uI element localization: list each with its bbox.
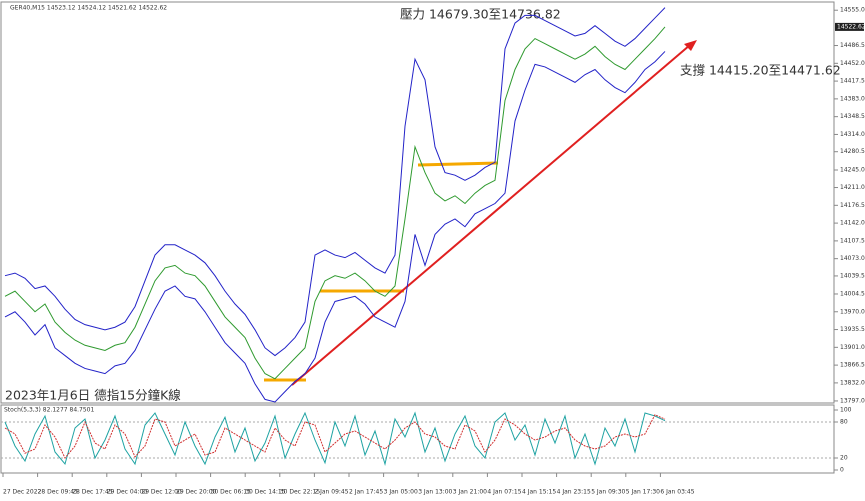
y-tick-label: 13901.00 [840,344,865,351]
x-tick-label: 4 Jan 23:15 [557,489,591,496]
x-tick-label: 29 Dec 12:00 [141,489,182,496]
y-tick-label: 20 [840,455,848,462]
chart-header: GER40,M15 14523.12 14524.12 14521.62 145… [10,5,167,12]
y-tick-label: 14555.00 [840,7,865,14]
main-panel [0,1,835,404]
y-tick-label: 14348.50 [840,113,865,120]
y-tick-label: 14452.00 [840,60,865,67]
y-tick-label: 14004.50 [840,290,865,297]
y-tick-label: 14073.00 [840,255,865,262]
stoch-panel [0,404,835,474]
y-tick-label: 80 [840,419,848,426]
x-tick-label: 3 Jan 13:00 [418,489,452,496]
level-line [417,161,499,167]
y-tick-label: 13970.00 [840,308,865,315]
x-tick-label: 6 Jan 03:45 [660,489,694,496]
x-tick-label: 3 Jan 05:00 [384,489,418,496]
y-tick-label: 0 [840,467,844,474]
x-tick-label: 30 Dec 22:15 [280,489,321,496]
series-line [4,26,666,380]
y-tick-label: 14107.50 [840,237,865,244]
x-tick-label: 2 Jan 09:45 [314,489,348,496]
x-tick-label: 28 Dec 09:45 [38,489,79,496]
y-tick-label: 100 [840,407,852,414]
x-tick-label: 27 Dec 2022 [3,489,42,496]
x-tick-label: 29 Dec 04:00 [107,489,148,496]
last-price: 14522.62 [837,23,865,30]
x-tick-label: 4 Jan 07:15 [487,489,521,496]
y-tick-label: 13866.50 [840,362,865,369]
x-tick-label: 29 Dec 20:00 [176,489,217,496]
y-tick-label: 14383.00 [840,95,865,102]
y-tick-label: 14039.50 [840,272,865,279]
y-tick-label: 14314.00 [840,131,865,138]
x-tick-label: 30 Dec 14:15 [245,489,286,496]
x-tick-label: 5 Jan 09:30 [591,489,625,496]
trend-line [291,44,691,386]
y-tick-label: 14211.00 [840,184,865,191]
series-line [4,7,666,357]
x-tick-label: 30 Dec 06:15 [211,489,252,496]
y-tick-label: 13832.00 [840,379,865,386]
y-tick-label: 14245.00 [840,167,865,174]
annotation: 壓力 14679.30至14736.82 [400,7,561,22]
y-tick-label: 14486.50 [840,42,865,49]
y-tick-label: 14142.00 [840,220,865,227]
series-line [4,411,666,466]
x-tick-label: 3 Jan 21:00 [453,489,487,496]
price-tag [835,22,864,31]
y-tick-label: 14417.50 [840,78,865,85]
y-tick-label: 14176.50 [840,202,865,209]
y-tick-label: 13935.50 [840,326,865,333]
x-tick-label: 4 Jan 15:15 [522,489,556,496]
y-tick-label: 13797.00 [840,397,865,404]
x-tick-label: 5 Jan 17:30 [626,489,660,496]
annotation: 2023年1月6日 德指15分鐘K線 [5,388,181,403]
trend-arrow [684,40,697,51]
series-line [4,414,666,459]
annotation: 支撐 14415.20至14471.62 [680,63,841,78]
series-line [4,51,666,403]
stoch-label: Stoch(5,3,3) 82.1277 84.7501 [4,407,95,414]
y-tick-label: 14280.50 [840,148,865,155]
x-tick-label: 2 Jan 17:45 [349,489,383,496]
x-tick-label: 28 Dec 17:45 [72,489,113,496]
